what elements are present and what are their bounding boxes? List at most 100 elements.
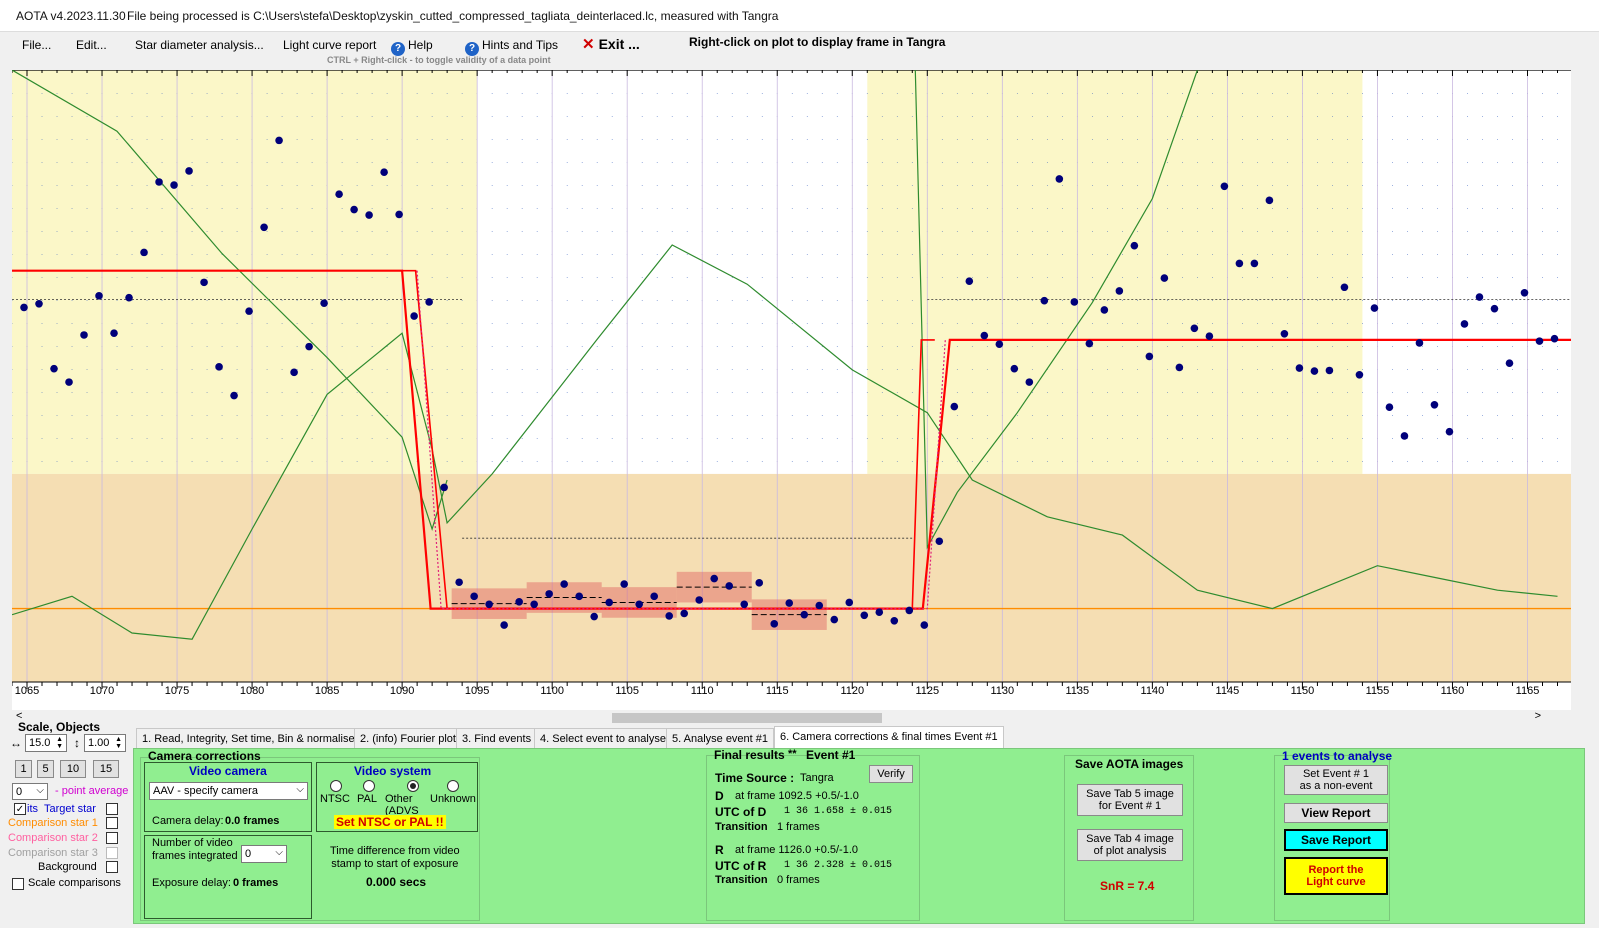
point-average-value: 0 xyxy=(16,786,23,798)
tick-label: 1110 xyxy=(691,685,714,697)
events-title: 1 events to analyse xyxy=(1282,749,1393,763)
data-point xyxy=(1505,359,1514,367)
v-scale-value: 1.00 xyxy=(88,737,110,749)
menu-star-diameter[interactable]: Star diameter analysis... xyxy=(135,38,264,52)
camera-delay-value: 0.0 frames xyxy=(225,815,280,827)
menu-hints[interactable]: ? Hints and Tips xyxy=(465,38,558,56)
its-checkbox[interactable]: ✓ xyxy=(14,803,26,815)
data-point xyxy=(1070,298,1079,306)
h-scale-input[interactable]: 15.0 ▲ ▼ xyxy=(25,734,67,752)
data-point xyxy=(1160,274,1169,282)
tab-select-event[interactable]: 4. Select event to analyse xyxy=(534,728,672,748)
other-radio[interactable] xyxy=(407,780,419,792)
data-point xyxy=(1490,304,1499,313)
data-point xyxy=(35,299,43,308)
report-light-curve-button[interactable]: Report the Light curve xyxy=(1284,857,1388,895)
plot-svg[interactable]: 1065 1070 1075 1080 1085 1090 1095 1100 1105 1110… xyxy=(11,69,1573,711)
data-point xyxy=(1055,175,1064,183)
scroll-left-icon[interactable]: < xyxy=(16,710,23,722)
tick-label: 1120 xyxy=(840,685,864,697)
data-point xyxy=(740,600,749,609)
point-average-select[interactable]: 0 ⌵ xyxy=(12,783,48,800)
save-tab4-button[interactable]: Save Tab 4 image of plot analysis xyxy=(1077,829,1183,861)
scroll-thumb[interactable] xyxy=(612,713,882,723)
light-curve-plot[interactable]: 1065 1070 1075 1080 1085 1090 1095 1100 1105 1110… xyxy=(11,69,1573,711)
zoom-10-button[interactable]: 10 xyxy=(60,760,86,778)
tab-camera-corrections[interactable]: 6. Camera corrections & final times Even… xyxy=(774,726,1004,748)
zoom-1-button[interactable]: 1 xyxy=(15,760,32,778)
data-point xyxy=(140,248,148,257)
data-point xyxy=(305,342,313,351)
tab-fourier[interactable]: 2. (info) Fourier plot xyxy=(354,728,462,748)
data-point xyxy=(1520,288,1529,297)
app-title: AOTA v4.2023.11.30 xyxy=(16,9,126,23)
data-point xyxy=(1295,364,1304,372)
data-point xyxy=(170,181,178,189)
view-report-button[interactable]: View Report xyxy=(1284,803,1388,823)
data-point xyxy=(1010,364,1019,373)
data-point xyxy=(890,617,899,625)
data-point xyxy=(560,580,568,588)
data-point xyxy=(1430,400,1439,409)
green-curve xyxy=(11,244,1558,640)
comp1-checkbox[interactable] xyxy=(106,817,118,829)
pal-radio[interactable] xyxy=(363,780,375,792)
plot-scrollbar[interactable]: < > xyxy=(12,710,1571,726)
ntsc-radio[interactable] xyxy=(330,780,342,792)
comp2-checkbox[interactable] xyxy=(106,832,118,844)
spin-icon[interactable]: ▲ ▼ xyxy=(56,736,63,750)
menu-edit[interactable]: Edit... xyxy=(76,38,107,52)
data-point xyxy=(1085,339,1094,348)
verify-button[interactable]: Verify xyxy=(869,765,913,783)
scroll-right-icon[interactable]: > xyxy=(1534,710,1541,722)
camera-corrections-title: Camera corrections xyxy=(148,749,261,763)
menu-file[interactable]: File... xyxy=(22,38,52,52)
v-scale-input[interactable]: 1.00 ▲ ▼ xyxy=(84,734,126,752)
data-point xyxy=(1370,304,1379,312)
set-ntsc-pal-warning: Set NTSC or PAL !! xyxy=(334,815,446,829)
data-point xyxy=(830,615,839,624)
menu-exit-label: Exit ... xyxy=(598,36,640,52)
menu-help[interactable]: ? Help xyxy=(391,38,433,56)
data-point xyxy=(1205,332,1214,341)
h-scale-icon: ↔ xyxy=(10,736,22,750)
tick-label: 1165 xyxy=(1516,685,1540,697)
save-report-button[interactable]: Save Report xyxy=(1284,829,1388,851)
data-point xyxy=(665,612,674,620)
transition-d-value: 1 frames xyxy=(777,821,820,833)
background-checkbox[interactable] xyxy=(106,861,118,873)
zoom-15-button[interactable]: 15 xyxy=(93,760,119,778)
unknown-radio[interactable] xyxy=(447,780,459,792)
tab-analyse-event[interactable]: 5. Analyse event #1 xyxy=(666,728,775,748)
chevron-down-icon: ⌵ xyxy=(36,785,44,796)
menu-bar: File... Edit... Star diameter analysis..… xyxy=(0,32,1599,70)
ctrl-hint: CTRL + Right-click - to toggle validity … xyxy=(327,55,551,65)
model-dotted-line xyxy=(416,270,946,610)
tab-find-events[interactable]: 3. Find events xyxy=(456,728,538,748)
spin-icon[interactable]: ▲ ▼ xyxy=(115,736,122,750)
data-point xyxy=(260,223,268,232)
data-point xyxy=(380,168,388,177)
its-label: its xyxy=(27,803,38,815)
set-non-event-button[interactable]: Set Event # 1 as a non-event xyxy=(1284,765,1388,795)
save-tab5-button[interactable]: Save Tab 5 image for Event # 1 xyxy=(1077,784,1183,816)
data-point xyxy=(875,608,884,617)
comp1-label: Comparison star 1 xyxy=(8,817,98,829)
camera-model-select[interactable]: AAV - specify camera ⌵ xyxy=(149,782,308,800)
comp2-label: Comparison star 2 xyxy=(8,832,98,844)
zoom-5-button[interactable]: 5 xyxy=(37,760,54,778)
comp3-checkbox[interactable] xyxy=(106,847,118,859)
target-star-checkbox[interactable] xyxy=(106,803,118,815)
video-system-title: Video system xyxy=(354,764,432,778)
menu-light-curve-report[interactable]: Light curve report xyxy=(283,38,377,52)
data-point xyxy=(185,167,193,175)
menu-exit[interactable]: ✕ Exit ... xyxy=(582,35,640,53)
data-point xyxy=(695,596,704,604)
scale-comparisons-checkbox[interactable] xyxy=(12,878,24,890)
data-point xyxy=(335,190,343,199)
tab-read[interactable]: 1. Read, Integrity, Set time, Bin & norm… xyxy=(136,728,361,748)
unknown-label: Unknown xyxy=(430,793,476,805)
utc-d-value: 1 36 1.658 ± 0.015 xyxy=(784,806,893,817)
frames-integrated-select[interactable]: 0 ⌵ xyxy=(241,845,287,863)
data-point xyxy=(1175,363,1184,372)
